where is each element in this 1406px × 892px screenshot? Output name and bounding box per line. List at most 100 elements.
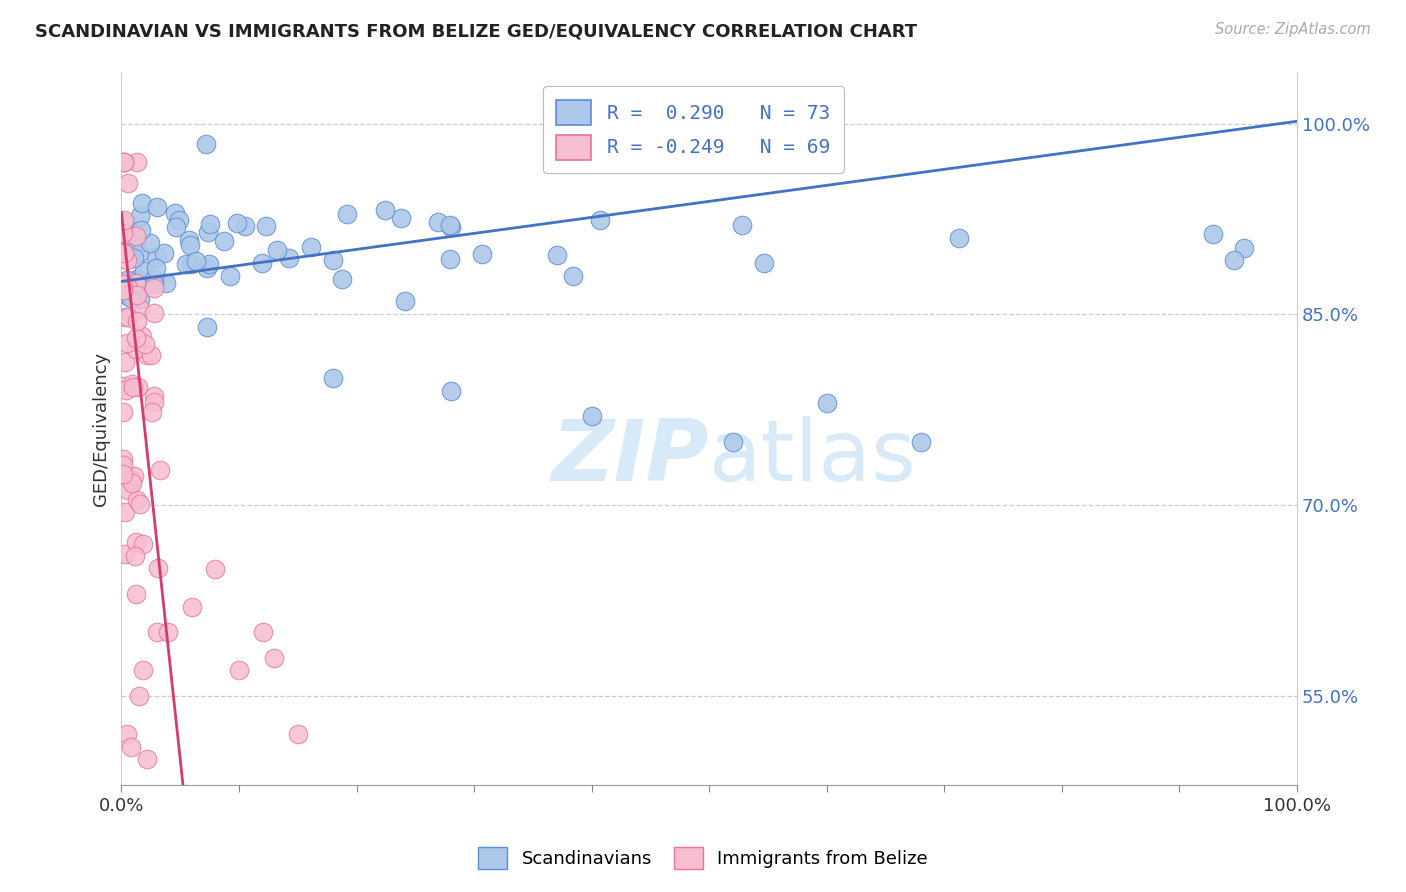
Legend: Scandinavians, Immigrants from Belize: Scandinavians, Immigrants from Belize	[471, 839, 935, 876]
Point	[111, 451, 134, 466]
Point	[226, 216, 249, 230]
Point	[117, 289, 139, 303]
Point	[581, 409, 603, 424]
Point	[145, 625, 167, 640]
Point	[179, 238, 201, 252]
Point	[330, 272, 353, 286]
Point	[146, 560, 169, 574]
Point	[142, 306, 165, 320]
Point	[120, 739, 142, 754]
Point	[117, 727, 139, 741]
Point	[167, 213, 190, 227]
Point	[117, 310, 139, 324]
Point	[439, 384, 461, 398]
Point	[121, 473, 143, 487]
Point	[120, 292, 142, 306]
Point	[111, 277, 134, 291]
Point	[374, 203, 396, 218]
Point	[195, 320, 218, 334]
Point	[145, 200, 167, 214]
Point	[128, 498, 150, 512]
Point	[112, 155, 135, 169]
Point	[111, 467, 134, 482]
Point	[128, 689, 150, 703]
Point	[128, 301, 150, 316]
Point	[254, 219, 277, 233]
Point	[117, 215, 139, 229]
Point	[117, 336, 139, 351]
Point	[200, 218, 222, 232]
Point	[197, 226, 219, 240]
Text: atlas: atlas	[709, 416, 917, 499]
Legend: R =  0.290   N = 73, R = -0.249   N = 69: R = 0.290 N = 73, R = -0.249 N = 69	[543, 87, 844, 173]
Point	[287, 727, 309, 741]
Point	[250, 255, 273, 269]
Point	[561, 268, 583, 283]
Point	[142, 281, 165, 295]
Point	[546, 248, 568, 262]
Point	[112, 246, 135, 260]
Point	[194, 136, 217, 151]
Point	[125, 287, 148, 301]
Point	[127, 380, 149, 394]
Point	[212, 234, 235, 248]
Point	[127, 272, 149, 286]
Point	[114, 547, 136, 561]
Point	[129, 209, 152, 223]
Point	[127, 493, 149, 508]
Point	[155, 276, 177, 290]
Point	[730, 219, 752, 233]
Point	[132, 537, 155, 551]
Text: SCANDINAVIAN VS IMMIGRANTS FROM BELIZE GED/EQUIVALENCY CORRELATION CHART: SCANDINAVIAN VS IMMIGRANTS FROM BELIZE G…	[35, 22, 917, 40]
Point	[115, 252, 138, 267]
Point	[125, 342, 148, 356]
Point	[163, 206, 186, 220]
Point	[139, 348, 162, 362]
Point	[142, 272, 165, 286]
Point	[122, 468, 145, 483]
Point	[218, 268, 240, 283]
Point	[228, 664, 250, 678]
Point	[181, 599, 204, 614]
Point	[112, 458, 135, 473]
Text: ZIP: ZIP	[551, 416, 709, 499]
Point	[1233, 241, 1256, 255]
Point	[127, 286, 149, 301]
Point	[111, 405, 134, 419]
Point	[336, 207, 359, 221]
Point	[132, 264, 155, 278]
Point	[117, 273, 139, 287]
Point	[111, 379, 134, 393]
Point	[143, 389, 166, 403]
Point	[112, 213, 135, 227]
Point	[129, 222, 152, 236]
Point	[117, 278, 139, 293]
Point	[122, 251, 145, 265]
Point	[266, 244, 288, 258]
Point	[165, 220, 187, 235]
Point	[124, 235, 146, 249]
Point	[117, 227, 139, 242]
Point	[299, 240, 322, 254]
Point	[141, 405, 163, 419]
Point	[394, 294, 416, 309]
Point	[131, 664, 153, 678]
Point	[121, 377, 143, 392]
Point	[131, 329, 153, 343]
Point	[112, 155, 135, 169]
Point	[180, 257, 202, 271]
Point	[233, 219, 256, 234]
Point	[145, 260, 167, 275]
Point	[179, 233, 201, 247]
Point	[117, 280, 139, 294]
Point	[111, 226, 134, 240]
Point	[1223, 253, 1246, 268]
Point	[142, 395, 165, 409]
Point	[174, 258, 197, 272]
Point	[278, 251, 301, 265]
Point	[125, 331, 148, 345]
Point	[184, 253, 207, 268]
Point	[204, 562, 226, 576]
Point	[589, 213, 612, 227]
Point	[134, 337, 156, 351]
